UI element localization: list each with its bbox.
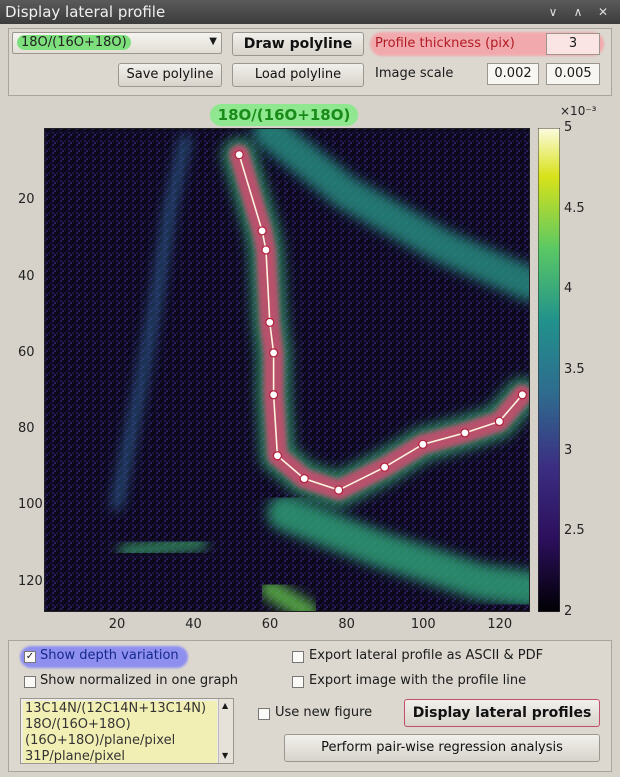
- use-new-figure-label: Use new figure: [275, 705, 373, 720]
- pairwise-regression-button[interactable]: Perform pair-wise regression analysis: [284, 734, 600, 762]
- y-tick-label: 120: [18, 573, 43, 589]
- depth-highlight: [20, 646, 188, 668]
- show-normalized-label: Show normalized in one graph: [40, 673, 238, 688]
- list-item[interactable]: 13C14N/(12C14N+13C14N): [25, 701, 207, 716]
- polyline-vertex[interactable]: [261, 245, 271, 255]
- colorbar-tick-label: 2: [564, 604, 573, 619]
- minimize-icon[interactable]: ∨: [548, 5, 558, 19]
- ratio-select-value: 18O/(16O+18O): [17, 35, 131, 50]
- x-tick-label: 20: [108, 617, 126, 632]
- x-tick-label: 60: [261, 617, 279, 632]
- colorbar-tick-label: 5: [564, 120, 573, 135]
- heatmap-frame: [44, 128, 530, 612]
- profile-thickness-field[interactable]: 3: [546, 33, 600, 55]
- colorbar-tick-label: 4.5: [564, 200, 585, 216]
- load-polyline-button[interactable]: Load polyline: [232, 63, 364, 87]
- polyline-vertex[interactable]: [272, 451, 283, 461]
- y-tick-label: 100: [18, 497, 43, 513]
- colorbar-tick-label: 3: [564, 442, 573, 458]
- polyline-vertex[interactable]: [379, 462, 390, 472]
- profile-polyline: [238, 154, 523, 491]
- draw-polyline-button[interactable]: Draw polyline: [232, 32, 364, 56]
- image-scale-max-field[interactable]: 0.005: [546, 63, 600, 85]
- y-tick-label: 20: [18, 192, 35, 208]
- polyline-vertex[interactable]: [257, 226, 267, 236]
- y-tick-label: 80: [18, 421, 35, 437]
- heatmap-structure: [252, 114, 547, 302]
- list-item[interactable]: 31P/plane/pixel: [25, 749, 125, 764]
- colorbar-tick-label: 2.5: [564, 523, 585, 539]
- plot-title: 18O/(16O+18O): [210, 104, 358, 126]
- polyline-vertex[interactable]: [418, 439, 428, 449]
- polyline-vertex[interactable]: [269, 390, 279, 400]
- ratio-select[interactable]: 18O/(16O+18O) ▼: [12, 32, 222, 54]
- list-item[interactable]: 18O/(16O+18O): [25, 717, 131, 732]
- chevron-down-icon: ▼: [209, 36, 217, 47]
- colorbar-tick-label: 3.5: [564, 362, 585, 377]
- heatmap-structure: [111, 134, 191, 511]
- polyline-vertex[interactable]: [517, 390, 527, 400]
- heatmap-plot[interactable]: [44, 114, 548, 622]
- display-lateral-profiles-button[interactable]: Display lateral profiles: [404, 699, 600, 727]
- colorbar-tick-label: 4: [564, 281, 573, 297]
- export-image-label: Export image with the profile line: [309, 673, 527, 688]
- list-scrollbar[interactable]: ▲ ▼: [218, 699, 233, 763]
- x-tick-label: 80: [338, 617, 355, 632]
- variable-listbox[interactable]: 13C14N/(12C14N+13C14N) 18O/(16O+18O) (16…: [20, 698, 234, 764]
- export-ascii-label: Export lateral profile as ASCII & PDF: [309, 648, 544, 663]
- scroll-down-icon[interactable]: ▼: [222, 751, 229, 760]
- polyline-vertex[interactable]: [460, 428, 470, 438]
- x-tick-label: 100: [410, 617, 436, 632]
- use-new-figure-checkbox[interactable]: [258, 708, 270, 720]
- show-normalized-checkbox[interactable]: [24, 676, 36, 688]
- colorbar-exponent: ×10⁻³: [560, 104, 597, 118]
- polyline-vertex[interactable]: [234, 150, 244, 160]
- close-icon[interactable]: ✕: [597, 5, 609, 19]
- heatmap-structure: [267, 494, 548, 608]
- polyline-vertex[interactable]: [269, 348, 279, 358]
- polyline-vertex[interactable]: [299, 474, 309, 484]
- polyline-vertex[interactable]: [334, 485, 344, 495]
- heatmap-structure: [118, 537, 207, 558]
- scroll-up-icon[interactable]: ▲: [222, 701, 229, 710]
- x-tick-label: 120: [487, 617, 513, 632]
- export-image-checkbox[interactable]: [292, 676, 304, 688]
- title-bar: Display lateral profile ∨ ∧ ✕: [0, 0, 620, 24]
- heatmap-image[interactable]: [44, 114, 548, 622]
- image-scale-label: Image scale: [375, 66, 454, 81]
- polyline-vertex[interactable]: [265, 317, 275, 327]
- image-scale-min-field[interactable]: 0.002: [487, 63, 539, 85]
- show-depth-checkbox[interactable]: ✓: [24, 651, 36, 663]
- polyline-vertex[interactable]: [494, 416, 504, 427]
- export-ascii-checkbox[interactable]: [292, 651, 304, 663]
- colorbar: [537, 127, 561, 616]
- save-polyline-button[interactable]: Save polyline: [118, 63, 222, 87]
- maximize-icon[interactable]: ∧: [573, 5, 583, 19]
- list-item[interactable]: (16O+18O)/plane/pixel: [25, 733, 176, 748]
- show-depth-label: Show depth variation: [40, 648, 179, 663]
- profile-thickness-label: Profile thickness (pix): [375, 36, 515, 51]
- heatmap-structure: [259, 579, 319, 622]
- window-title: Display lateral profile: [5, 3, 166, 21]
- x-tick-label: 40: [185, 617, 202, 632]
- y-tick-label: 60: [18, 344, 35, 360]
- list-highlight: [23, 701, 217, 763]
- y-tick-label: 40: [18, 268, 35, 284]
